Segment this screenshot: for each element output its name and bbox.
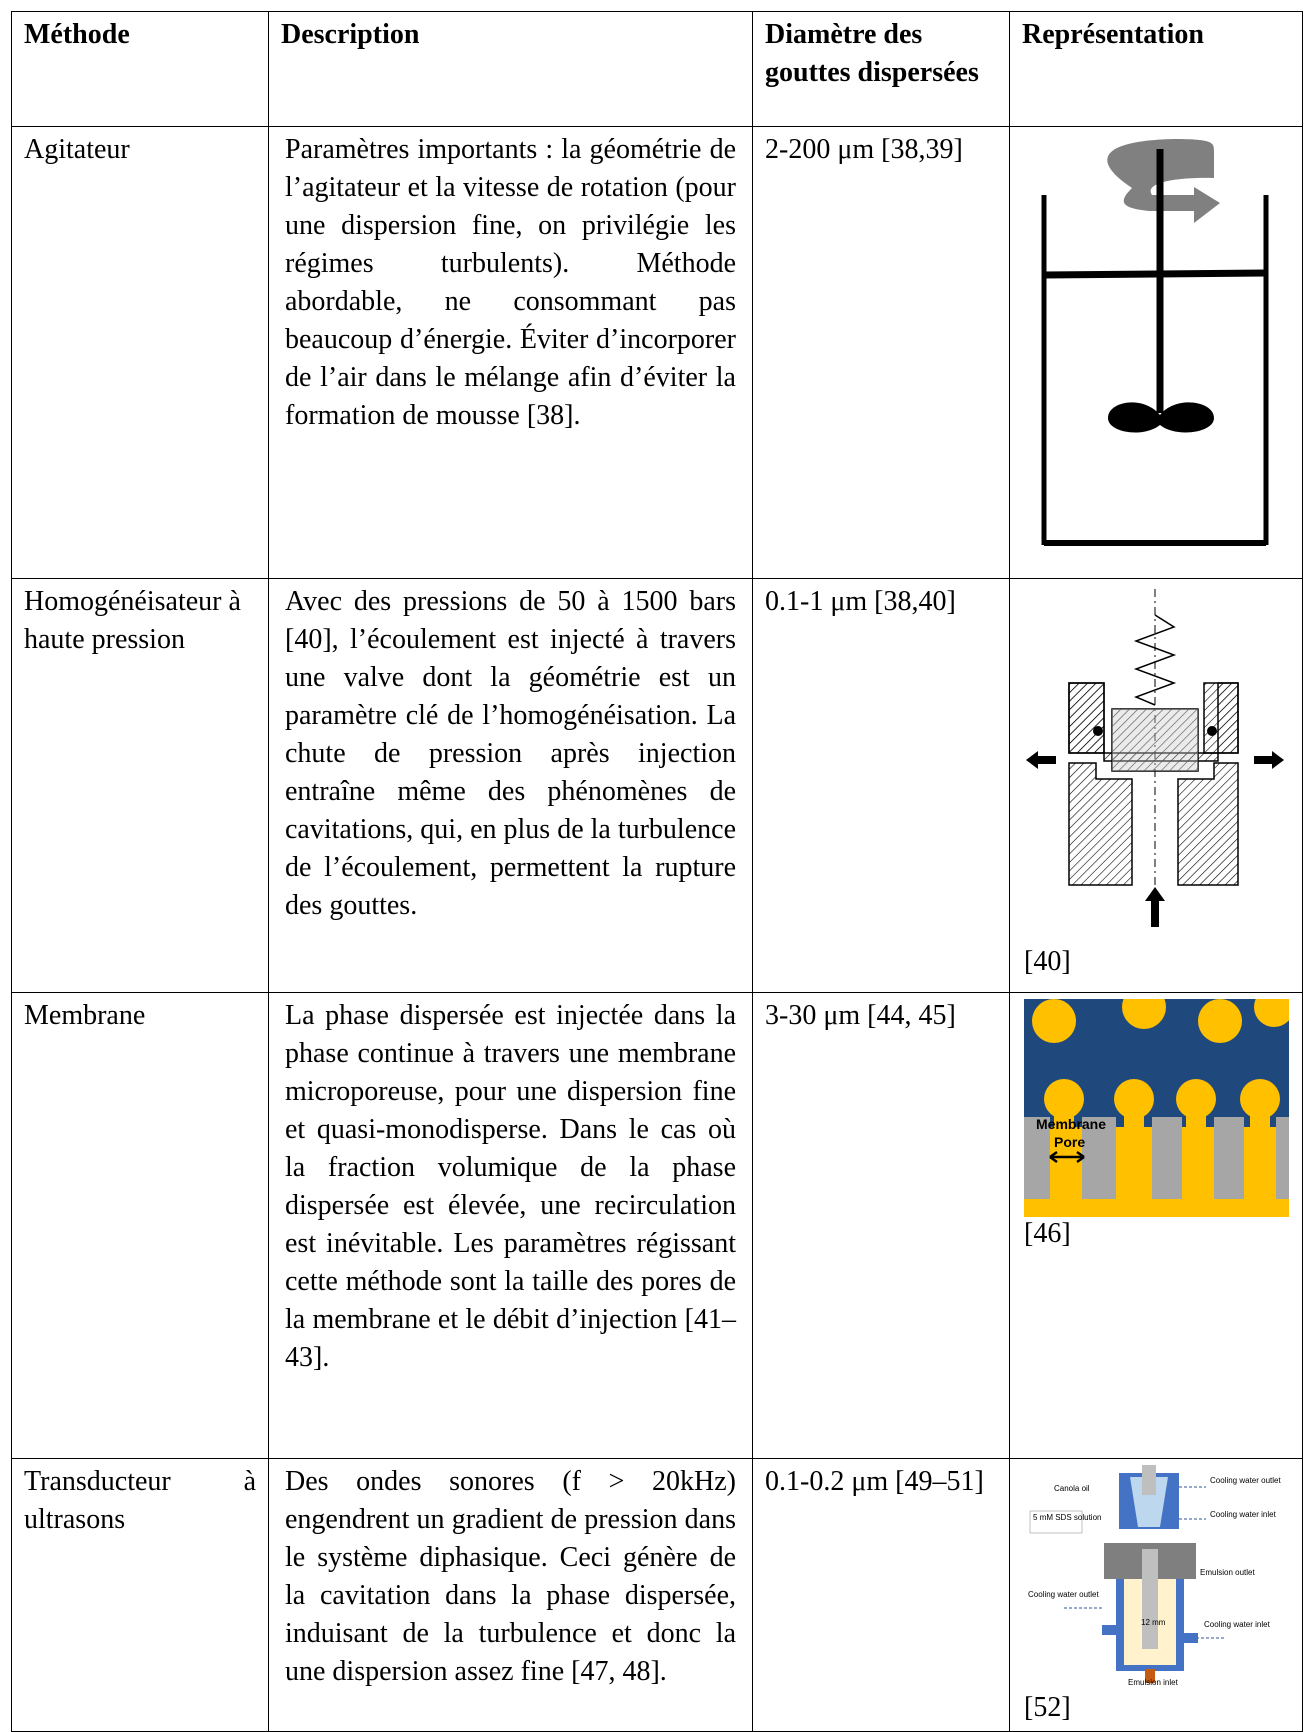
figure-cell: [40] (1009, 578, 1303, 993)
description: Paramètres importants : la géométrie de … (268, 126, 753, 579)
description: Des ondes sonores (f > 20kHz) engendrent… (268, 1458, 753, 1732)
figure-shape (1130, 1477, 1168, 1527)
figure-label: 12 mm (1141, 1618, 1166, 1627)
figure-shape (1254, 751, 1284, 769)
figure-shape (1093, 726, 1103, 736)
figure-shape (1112, 709, 1198, 771)
figure-shape (1082, 1117, 1116, 1199)
diameter: 0.1-1 μm [38,40] (752, 578, 1010, 993)
figure-shape (1068, 682, 1105, 754)
row: Agitateur Paramètres importants : la géo… (11, 126, 1303, 579)
figure-shape (1145, 887, 1165, 927)
agitator-figure (1041, 139, 1269, 546)
figure-shape (1032, 999, 1076, 1043)
diameter: 0.1-0.2 μm [49–51] (752, 1458, 1010, 1732)
ultrasonic-figure: Canola oil 5 mM SDS solution Cooling wat… (1028, 1465, 1281, 1687)
figure-shape (1276, 1117, 1289, 1199)
figure-shape (1182, 1633, 1198, 1643)
diameter: 3-30 μm [44, 45] (752, 992, 1010, 1459)
figure-shape (1111, 708, 1199, 772)
figure-label: Cooling water outlet (1210, 1476, 1281, 1485)
figure-shape (1152, 1117, 1182, 1199)
figure-shape (1198, 999, 1242, 1043)
header-row: Méthode Description Diamètre des gouttes… (11, 11, 1303, 127)
header-cell: Diamètre des gouttes dispersées (752, 11, 1010, 127)
figure-shape (1254, 999, 1289, 1027)
figure-shape (1145, 1669, 1155, 1683)
row: Membrane La phase dispersée est injectée… (11, 992, 1303, 1459)
method: Transducteur à ultrasons (11, 1458, 269, 1732)
row: Homogénéisateur à haute pression Avec de… (11, 578, 1303, 993)
figure-reference: [40] (1024, 946, 1071, 977)
methods-table: Méthode Description Diamètre des gouttes… (11, 11, 1303, 1732)
figure-shape (1214, 1117, 1244, 1199)
figure-shape (1177, 762, 1239, 886)
figure-label: Cooling water inlet (1210, 1510, 1277, 1519)
figure-shape (1049, 1150, 1085, 1164)
figure-label: Emulsion inlet (1128, 1678, 1179, 1687)
figure-label: Emulsion outlet (1200, 1568, 1255, 1577)
membrane-figure: Membrane Pore (1024, 999, 1289, 1217)
figure-shape (1043, 269, 1267, 279)
figure-shape (1203, 682, 1239, 754)
figure-label: Cooling water outlet (1028, 1590, 1099, 1599)
method: Agitateur (11, 126, 269, 579)
header-cell: Description (268, 11, 753, 127)
diameter: 2-200 μm [38,39] (752, 126, 1010, 579)
description: La phase dispersée est injectée dans la … (268, 992, 753, 1459)
figure-label: Pore (1054, 1134, 1085, 1150)
figure-reference: [46] (1024, 1218, 1071, 1249)
figure-label: Membrane (1036, 1116, 1106, 1132)
figure-cell (1009, 126, 1303, 579)
method: Homogénéisateur à haute pression (11, 578, 269, 993)
figure-shape (1142, 1549, 1158, 1649)
figure-reference: [52] (1024, 1692, 1071, 1723)
figure-shape (1026, 751, 1056, 769)
figure-shape (1029, 1510, 1083, 1534)
figure-shape (1068, 762, 1133, 886)
figure-cell: Membrane Pore [46] (1009, 992, 1303, 1459)
figure-shape (1108, 402, 1214, 433)
figure-shape (1024, 1117, 1050, 1199)
figure-shape (1186, 1099, 1206, 1139)
header-cell: Méthode (11, 11, 269, 127)
figure-label: Cooling water inlet (1204, 1620, 1271, 1629)
figure-cell: Canola oil 5 mM SDS solution Cooling wat… (1009, 1458, 1303, 1732)
figure-shape (1207, 726, 1217, 736)
figure-shape (1133, 614, 1177, 706)
figure-shape (1102, 1625, 1118, 1635)
figure-label: Canola oil (1054, 1484, 1090, 1493)
figure-label: 5 mM SDS solution (1033, 1513, 1101, 1522)
figure-shape (1054, 1099, 1074, 1139)
description: Avec des pressions de 50 à 1500 bars [40… (268, 578, 753, 993)
figure-shape (1107, 139, 1220, 223)
figure-shape (1142, 1465, 1156, 1495)
header-cell: Représentation (1009, 11, 1303, 127)
method: Membrane (11, 992, 269, 1459)
homogenizer-figure (1026, 589, 1284, 927)
row: Transducteur à ultrasons Des ondes sonor… (11, 1458, 1303, 1732)
figure-shape (1124, 1099, 1144, 1139)
figure-shape (1250, 1099, 1270, 1139)
figure-shape (1122, 999, 1166, 1029)
